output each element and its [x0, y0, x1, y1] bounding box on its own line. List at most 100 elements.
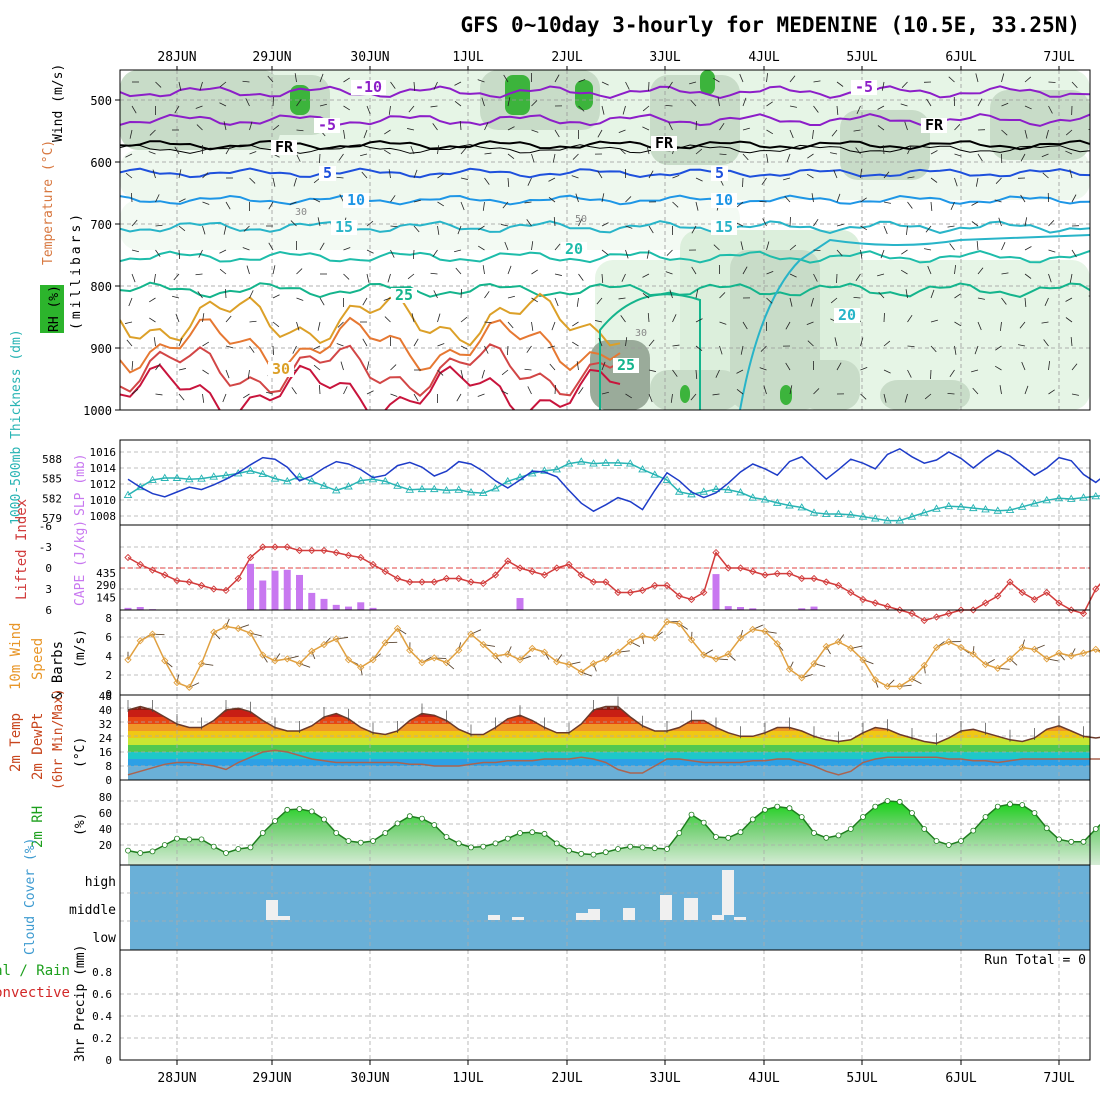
wind-barb [1096, 199, 1100, 202]
temp-tick-label: 0 [105, 774, 112, 787]
cloud-bar [722, 870, 734, 915]
slp-tick-label: 1012 [90, 478, 117, 491]
thickness-tick-label: 588 [42, 453, 62, 466]
cape-bar [517, 598, 524, 610]
rh-tick-label: 40 [99, 823, 112, 836]
ylabel-cape: CAPE (J/kg) [73, 520, 88, 606]
temp-tick-label: 24 [99, 732, 113, 745]
isotherm-label: 10 [347, 191, 365, 209]
rh2m-point [444, 835, 449, 840]
rh2m-point [959, 839, 964, 844]
li-tick-label: -3 [39, 541, 52, 554]
surface-wind-barb [214, 632, 220, 639]
rh2m-point [1057, 837, 1062, 842]
cloud-bar [734, 917, 746, 920]
cape-bar [296, 575, 303, 610]
surface-wind-barb [1035, 645, 1045, 649]
date-label-bottom: 7JUL [1043, 1071, 1074, 1086]
rh2m-point [187, 837, 192, 842]
isotherm-label: FR [655, 134, 674, 152]
rh2m-point [126, 848, 131, 853]
rh2m-point [285, 807, 290, 812]
rh2m-point [934, 839, 939, 844]
cloud-level-label: low [93, 931, 117, 946]
rh2m-point [848, 827, 853, 832]
li-tick-label: 6 [45, 604, 52, 617]
chart-title: GFS 0~10day 3-hourly for MEDENINE (10.5E… [460, 13, 1080, 37]
ylabel-cloud: Cloud Cover (%) [23, 838, 38, 955]
rh2m-point [824, 835, 829, 840]
precip-tick-label: 0.4 [92, 1010, 112, 1023]
date-label-bottom: 28JUN [157, 1071, 196, 1086]
temp-band [120, 717, 1090, 724]
surface-wind-barb [924, 666, 925, 674]
surface-wind-barb [447, 663, 454, 669]
temp-band-group [120, 696, 1090, 780]
rh2m-point [714, 835, 719, 840]
wind-barb [1090, 274, 1095, 280]
date-label-top: 3JUL [649, 50, 680, 65]
ylabel-millibars: (millibars) [69, 211, 84, 330]
rh2m-point [763, 807, 768, 812]
date-label-bottom: 6JUL [945, 1071, 976, 1086]
wind-barb [1096, 338, 1100, 346]
date-label-bottom: 4JUL [748, 1071, 779, 1086]
rh2m-point [505, 836, 510, 841]
rh2m-point [1044, 826, 1049, 831]
ylabel-precip: 3hr Precip (mm) [73, 945, 88, 1062]
rh2m-point [456, 841, 461, 846]
ylabel-slp: SLP (mb) [73, 453, 88, 516]
cape-bar [321, 599, 328, 610]
ylabel-temperature: Temperature (°C) [41, 140, 56, 265]
cape-bar [259, 581, 266, 610]
rh2m-point [1081, 839, 1086, 844]
rh-shade [650, 370, 740, 410]
temp-band [120, 724, 1090, 731]
date-label-bottom: 30JUN [350, 1071, 389, 1086]
surface-wind-barb [888, 680, 895, 687]
date-label-top: 5JUL [846, 50, 877, 65]
cape-bar [357, 602, 364, 610]
rh2m-point [383, 831, 388, 836]
rh2m-point [518, 831, 523, 836]
pressure-tick-label: 500 [90, 94, 112, 108]
date-label-top: 2JUL [551, 50, 582, 65]
cape-tick-label: 290 [96, 579, 116, 592]
rh-tick-label: 20 [99, 839, 112, 852]
rh2m-point [567, 848, 572, 853]
surface-wind-barb [630, 642, 640, 647]
isotherm-label: 5 [323, 164, 332, 182]
temp-tick-label: 32 [99, 718, 112, 731]
pressure-tick-label: 600 [90, 156, 112, 170]
slp-panel-border [120, 440, 1090, 525]
date-label-bottom: 2JUL [551, 1071, 582, 1086]
rh-green-shade [505, 75, 530, 115]
rh-tick-label: 80 [99, 791, 112, 804]
wind-tick-label: 4 [105, 650, 112, 663]
rh-label: 30 [635, 328, 647, 339]
rh-tick-label: 60 [99, 807, 112, 820]
rh2m-point [493, 841, 498, 846]
date-label-top: 6JUL [945, 50, 976, 65]
pressure-tick-label: 800 [90, 280, 112, 294]
rh-green-shade [680, 385, 690, 403]
cape-tick-label: 145 [96, 592, 116, 605]
slp-tick-label: 1014 [90, 462, 117, 475]
rh2m-area [128, 801, 1100, 865]
isotherm-label: 10 [715, 191, 733, 209]
rh2m-point [211, 844, 216, 849]
rh2m-point [603, 850, 608, 855]
temp-band [120, 710, 1090, 717]
rh-label: 50 [575, 214, 587, 225]
surface-wind-barb [643, 636, 644, 644]
pressure-tick-label: 900 [90, 342, 112, 356]
temp-tick-label: 48 [99, 690, 112, 703]
rh2m-point [910, 811, 915, 816]
date-label-bottom: 3JUL [649, 1071, 680, 1086]
rh2m-point [1008, 802, 1013, 807]
surface-wind-barb [728, 654, 735, 660]
rh2m-point [542, 831, 547, 836]
rh2m-point [812, 831, 817, 836]
rh2m-point [297, 807, 302, 812]
